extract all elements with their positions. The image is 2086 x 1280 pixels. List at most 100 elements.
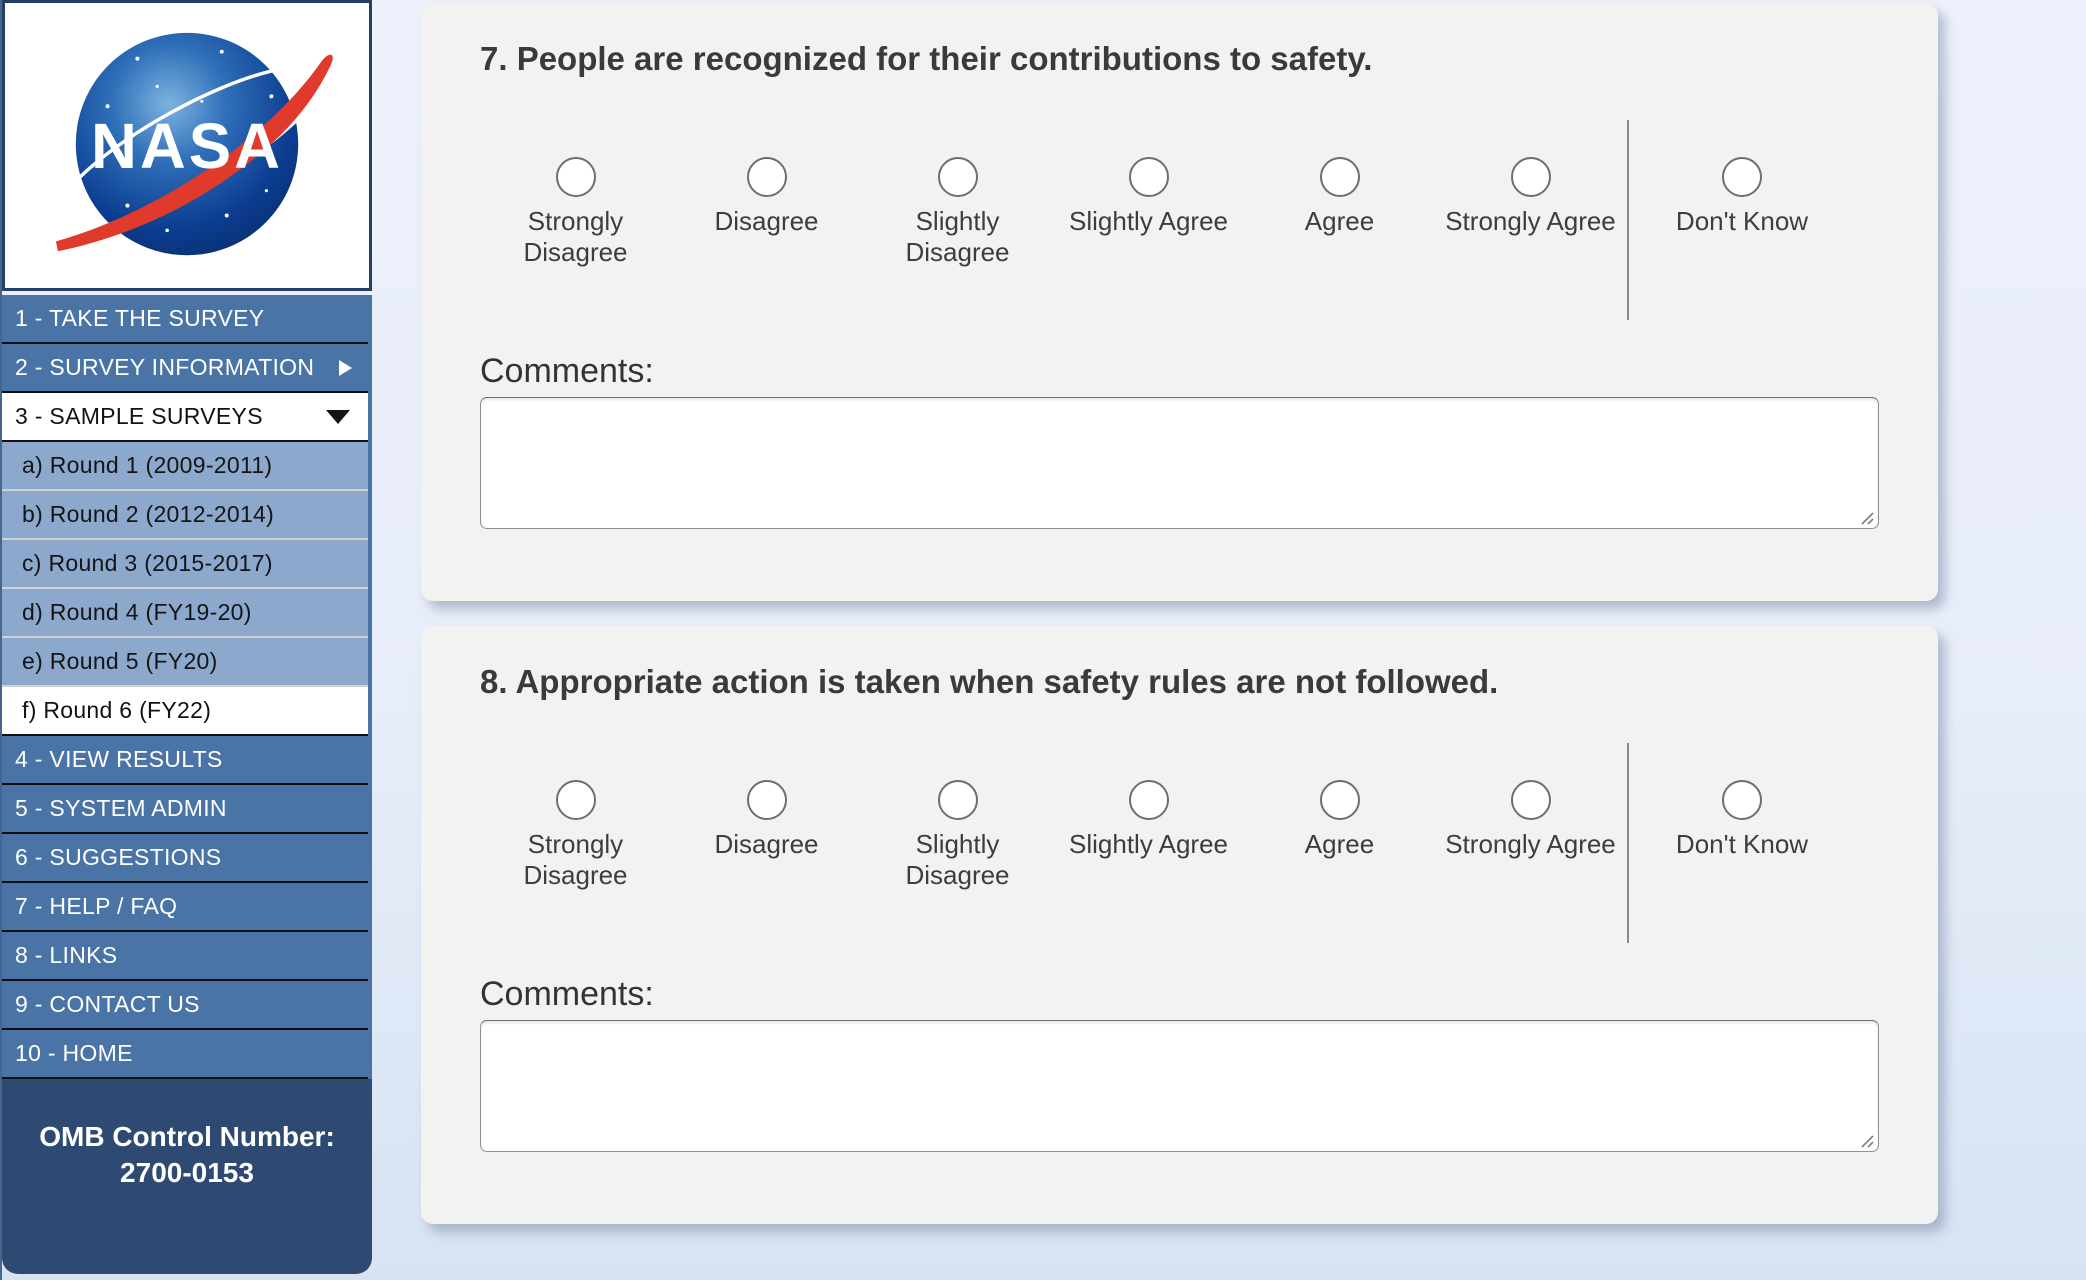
sidebar-item-c-round-3-2015-2017[interactable]: c) Round 3 (2015-2017) xyxy=(2,540,368,589)
radio-q8-disagree[interactable] xyxy=(746,780,787,820)
sidebar-item-5-system-admin[interactable]: 5 - SYSTEM ADMIN xyxy=(2,785,368,834)
radio-q7-strongly-agree[interactable] xyxy=(1510,157,1551,197)
nasa-meatball-icon: NASA xyxy=(53,32,333,255)
omb-control-label: OMB Control Number: xyxy=(39,1121,335,1152)
down-arrow-icon xyxy=(326,409,350,424)
scale-divider xyxy=(1627,743,1629,943)
likert-scale-row: Strongly Disagree Disagree Slightly Disagr… xyxy=(480,743,1879,943)
option-q7-strongly-disagree[interactable]: Strongly Disagree xyxy=(480,157,671,268)
omb-control-number: 2700-0153 xyxy=(120,1157,254,1188)
sidebar-item-label: 9 - CONTACT US xyxy=(15,991,200,1017)
sidebar-item-1-take-the-survey[interactable]: 1 - TAKE THE SURVEY xyxy=(2,295,368,344)
comments-textarea-wrap xyxy=(480,397,1879,534)
sidebar-item-4-view-results[interactable]: 4 - VIEW RESULTS xyxy=(2,736,368,785)
option-label: Agree xyxy=(1304,829,1375,859)
option-q8-strongly-disagree[interactable]: Strongly Disagree xyxy=(480,780,671,891)
sidebar-item-label: 2 - SURVEY INFORMATION xyxy=(15,354,315,380)
sidebar-item-label: f) Round 6 (FY22) xyxy=(22,697,212,723)
radio-q7-agree[interactable] xyxy=(1319,157,1360,197)
right-arrow-icon xyxy=(339,359,352,376)
likert-scale-row: Strongly Disagree Disagree Slightly Disagr… xyxy=(480,120,1879,320)
option-q7-agree[interactable]: Agree xyxy=(1244,157,1435,237)
comments-textarea-q7[interactable] xyxy=(480,397,1879,529)
sidebar-item-label: 5 - SYSTEM ADMIN xyxy=(15,795,227,821)
question-8-card: 8. Appropriate action is taken when safe… xyxy=(421,626,1938,1224)
radio-q8-slightly-disagree[interactable] xyxy=(937,780,978,820)
sidebar-item-label: 4 - VIEW RESULTS xyxy=(15,746,223,772)
radio-q7-disagree[interactable] xyxy=(746,157,787,197)
radio-q8-slightly-agree[interactable] xyxy=(1128,780,1169,820)
sidebar-item-10-home[interactable]: 10 - HOME xyxy=(2,1030,368,1079)
question-7-title: 7. People are recognized for their contr… xyxy=(480,40,1373,77)
nasa-logo: NASA xyxy=(2,0,372,291)
sidebar-item-label: 10 - HOME xyxy=(15,1040,133,1066)
question-7-card: 7. People are recognized for their contr… xyxy=(421,3,1938,601)
sidebar-item-7-help-faq[interactable]: 7 - HELP / FAQ xyxy=(2,883,368,932)
sidebar-item-3-sample-surveys[interactable]: 3 - SAMPLE SURVEYS xyxy=(2,393,368,442)
option-q7-disagree[interactable]: Disagree xyxy=(671,157,862,237)
sidebar-item-label: e) Round 5 (FY20) xyxy=(22,648,218,674)
comments-section: Comments: xyxy=(480,974,1879,1157)
sidebar-item-label: 3 - SAMPLE SURVEYS xyxy=(15,403,263,429)
sidebar-menu: 1 - TAKE THE SURVEY 2 - SURVEY INFORMATIO… xyxy=(2,295,372,1079)
sidebar-item-e-round-5-fy20[interactable]: e) Round 5 (FY20) xyxy=(2,638,368,687)
radio-q7-slightly-agree[interactable] xyxy=(1128,157,1169,197)
comments-label-q8: Comments: xyxy=(480,975,654,1013)
sidebar: NASA 1 - TAKE THE SURVEY 2 - SURVEY INFOR… xyxy=(0,0,372,1280)
option-label: Don't Know xyxy=(1675,829,1809,859)
nasa-logo-text: NASA xyxy=(91,110,283,181)
option-label: Strongly Disagree xyxy=(523,829,628,890)
scale-divider xyxy=(1627,120,1629,320)
option-label: Strongly Agree xyxy=(1445,206,1616,236)
radio-q8-don-t-know[interactable] xyxy=(1722,780,1762,820)
option-q7-strongly-agree[interactable]: Strongly Agree xyxy=(1435,157,1626,237)
sidebar-item-8-links[interactable]: 8 - LINKS xyxy=(2,932,368,981)
radio-q7-don-t-know[interactable] xyxy=(1722,157,1762,197)
sidebar-item-label: 6 - SUGGESTIONS xyxy=(15,844,222,870)
option-q8-slightly-agree[interactable]: Slightly Agree xyxy=(1053,780,1244,860)
sidebar-item-2-survey-information[interactable]: 2 - SURVEY INFORMATION xyxy=(2,344,368,393)
option-q8-slightly-disagree[interactable]: Slightly Disagree xyxy=(862,780,1053,891)
comments-section: Comments: xyxy=(480,351,1879,534)
option-q7-don-t-know[interactable]: Don't Know xyxy=(1630,157,1854,237)
sidebar-item-9-contact-us[interactable]: 9 - CONTACT US xyxy=(2,981,368,1030)
sidebar-item-label: d) Round 4 (FY19-20) xyxy=(22,599,252,625)
radio-q7-strongly-disagree[interactable] xyxy=(555,157,596,197)
sidebar-item-6-suggestions[interactable]: 6 - SUGGESTIONS xyxy=(2,834,368,883)
option-label: Strongly Disagree xyxy=(523,206,628,267)
comments-label-q7: Comments: xyxy=(480,352,654,390)
omb-control-block: OMB Control Number: 2700-0153 xyxy=(2,1079,372,1274)
sidebar-item-label: b) Round 2 (2012-2014) xyxy=(22,501,275,527)
sidebar-item-b-round-2-2012-2014[interactable]: b) Round 2 (2012-2014) xyxy=(2,491,368,540)
sidebar-item-d-round-4-fy19-20[interactable]: d) Round 4 (FY19-20) xyxy=(2,589,368,638)
option-q8-strongly-agree[interactable]: Strongly Agree xyxy=(1435,780,1626,860)
option-q7-slightly-disagree[interactable]: Slightly Disagree xyxy=(862,157,1053,268)
option-label: Don't Know xyxy=(1675,206,1809,236)
radio-q8-strongly-disagree[interactable] xyxy=(555,780,596,820)
option-label: Slightly Agree xyxy=(1069,206,1228,236)
option-q8-don-t-know[interactable]: Don't Know xyxy=(1630,780,1854,860)
option-q8-agree[interactable]: Agree xyxy=(1244,780,1435,860)
option-label: Strongly Agree xyxy=(1445,829,1616,859)
comments-textarea-wrap xyxy=(480,1020,1879,1157)
option-q7-slightly-agree[interactable]: Slightly Agree xyxy=(1053,157,1244,237)
sidebar-item-label: a) Round 1 (2009-2011) xyxy=(22,452,273,478)
radio-q8-strongly-agree[interactable] xyxy=(1510,780,1551,820)
sidebar-item-f-round-6-fy22[interactable]: f) Round 6 (FY22) xyxy=(2,687,368,736)
sidebar-item-label: c) Round 3 (2015-2017) xyxy=(22,550,273,576)
sidebar-item-label: 8 - LINKS xyxy=(15,942,118,968)
sidebar-item-label: 7 - HELP / FAQ xyxy=(15,893,178,919)
option-label: Slightly Agree xyxy=(1069,829,1228,859)
option-q8-disagree[interactable]: Disagree xyxy=(671,780,862,860)
sidebar-item-label: 1 - TAKE THE SURVEY xyxy=(15,305,265,331)
question-8-title: 8. Appropriate action is taken when safe… xyxy=(480,663,1499,700)
option-label: Disagree xyxy=(714,829,819,859)
sidebar-item-a-round-1-2009-2011[interactable]: a) Round 1 (2009-2011) xyxy=(2,442,368,491)
comments-textarea-q8[interactable] xyxy=(480,1020,1879,1152)
option-label: Agree xyxy=(1304,206,1375,236)
radio-q8-agree[interactable] xyxy=(1319,780,1360,820)
survey-questions-area: 7. People are recognized for their contr… xyxy=(421,3,1938,1224)
option-label: Slightly Disagree xyxy=(905,206,1010,267)
radio-q7-slightly-disagree[interactable] xyxy=(937,157,978,197)
